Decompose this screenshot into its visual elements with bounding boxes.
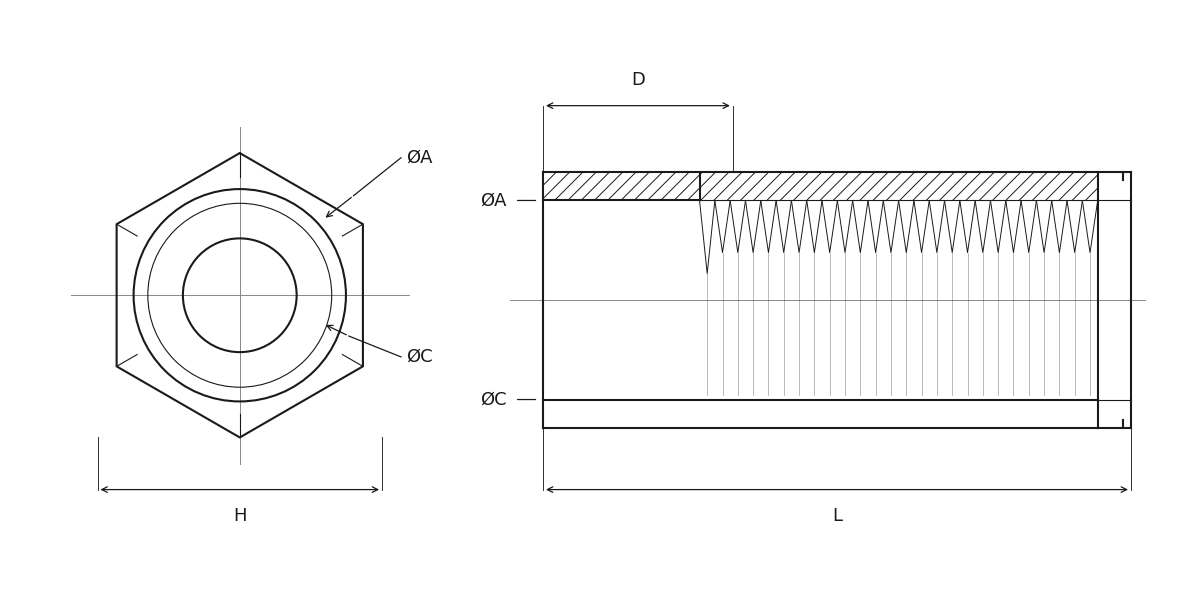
Text: D: D xyxy=(631,71,644,89)
Text: ØA: ØA xyxy=(406,149,432,167)
Text: H: H xyxy=(233,506,246,524)
Text: ØC: ØC xyxy=(406,348,432,366)
Text: L: L xyxy=(832,506,842,524)
Text: ØA: ØA xyxy=(480,191,508,209)
Text: ØC: ØC xyxy=(480,391,508,409)
